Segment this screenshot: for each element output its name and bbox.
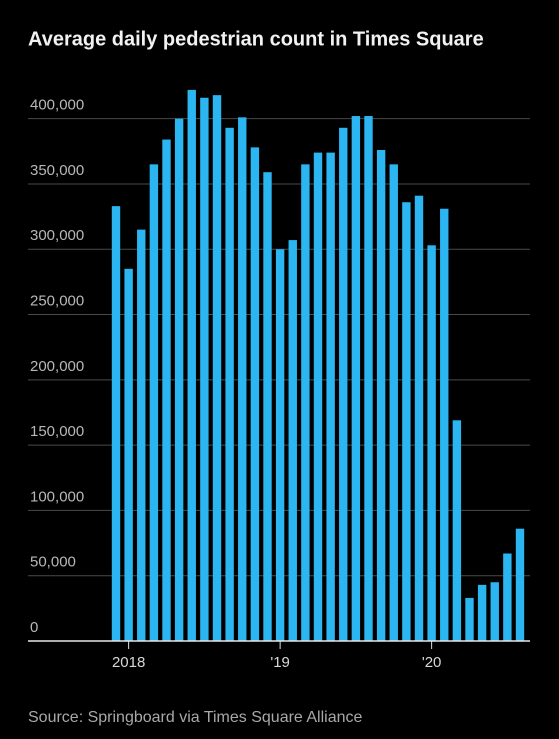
y-tick-label: 300,000 xyxy=(30,227,84,244)
bar xyxy=(124,268,133,641)
bar xyxy=(313,152,323,641)
y-tick-label: 50,000 xyxy=(30,554,76,571)
x-tick-label: 2018 xyxy=(112,654,145,671)
y-tick-label: 400,000 xyxy=(30,97,84,114)
bar xyxy=(301,164,310,641)
bar xyxy=(490,582,499,641)
bar xyxy=(452,420,462,641)
bar xyxy=(212,95,222,641)
x-tick-label: '20 xyxy=(422,654,442,671)
bar xyxy=(351,116,361,642)
bar xyxy=(275,249,285,641)
bar xyxy=(174,118,184,642)
source-note: Source: Springboard via Times Square All… xyxy=(28,709,363,726)
bar xyxy=(389,164,398,641)
bar xyxy=(187,89,196,641)
bar xyxy=(427,245,436,642)
bar xyxy=(288,240,297,641)
chart-title: Average daily pedestrian count in Times … xyxy=(28,28,484,50)
bar xyxy=(137,229,146,641)
bar xyxy=(111,206,121,641)
bar xyxy=(250,147,260,641)
y-tick-label: 200,000 xyxy=(30,358,84,375)
y-tick-label: 250,000 xyxy=(30,292,84,309)
bar xyxy=(440,208,449,642)
bar xyxy=(263,172,272,641)
bar xyxy=(149,164,159,641)
bar xyxy=(364,116,373,642)
bar xyxy=(200,97,209,642)
bar xyxy=(339,127,348,642)
y-tick-label: 150,000 xyxy=(30,423,84,440)
bar xyxy=(515,528,525,641)
bar xyxy=(465,597,474,641)
y-tick-label: 350,000 xyxy=(30,162,84,179)
bar xyxy=(503,553,512,641)
bar xyxy=(225,127,234,642)
bar xyxy=(326,152,335,641)
bar xyxy=(402,202,411,642)
x-tick-label: '19 xyxy=(270,654,290,671)
bar xyxy=(414,195,424,641)
y-tick-label: 0 xyxy=(30,619,38,636)
y-tick-label: 100,000 xyxy=(30,488,84,505)
bar xyxy=(477,584,487,641)
bar xyxy=(238,117,247,641)
bar xyxy=(162,139,171,641)
bar xyxy=(376,149,386,642)
